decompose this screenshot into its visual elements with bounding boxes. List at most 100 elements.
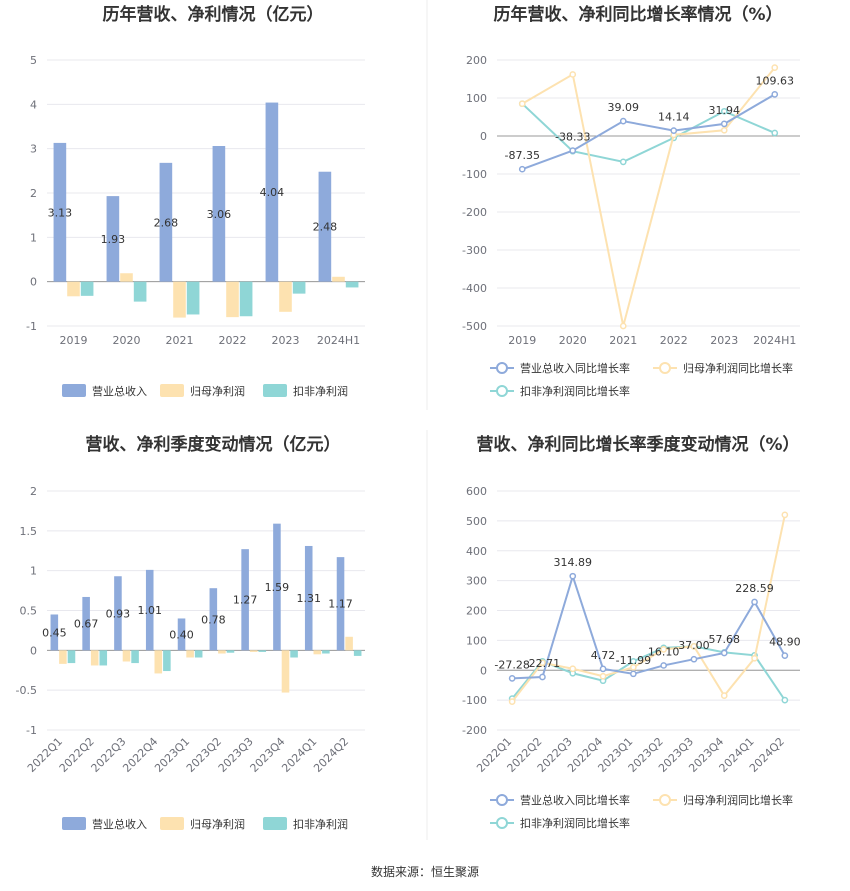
bar-revenue[interactable] xyxy=(145,569,154,651)
legend-item-revenue[interactable]: 营业总收入同比增长率 xyxy=(490,793,630,807)
bar-revenue[interactable] xyxy=(177,618,186,651)
bar-net-profit[interactable] xyxy=(186,650,194,658)
bar-deducted-profit[interactable] xyxy=(131,650,139,664)
bar-deducted-profit[interactable] xyxy=(290,650,298,658)
data-point[interactable] xyxy=(660,662,668,669)
bar-revenue[interactable] xyxy=(159,162,173,282)
data-point[interactable] xyxy=(569,665,577,673)
bar-revenue[interactable] xyxy=(82,596,90,651)
bar-revenue[interactable] xyxy=(265,102,279,282)
legend-item-net-profit[interactable]: 归母净利润同比增长率 xyxy=(653,793,793,807)
bar-revenue[interactable] xyxy=(212,146,226,282)
data-point[interactable] xyxy=(660,645,668,653)
bar-revenue[interactable] xyxy=(114,576,122,651)
data-point[interactable] xyxy=(720,120,728,128)
bar-revenue[interactable] xyxy=(53,142,67,282)
legend-label: 归母净利润 xyxy=(190,384,245,398)
bar-revenue[interactable] xyxy=(336,557,345,651)
legend-item-deducted-profit[interactable]: 扣非净利润 xyxy=(263,817,348,831)
data-point[interactable] xyxy=(569,71,577,78)
bar-net-profit[interactable] xyxy=(249,650,258,652)
data-point[interactable] xyxy=(619,158,627,166)
legend-item-revenue[interactable]: 营业总收入同比增长率 xyxy=(490,361,630,375)
bar-deducted-profit[interactable] xyxy=(226,650,235,653)
data-point[interactable] xyxy=(771,129,779,137)
bar-net-profit[interactable] xyxy=(154,650,163,674)
data-point[interactable] xyxy=(781,652,789,659)
bar-deducted-profit[interactable] xyxy=(322,650,330,654)
bar-revenue[interactable] xyxy=(273,523,281,651)
bar-deducted-profit[interactable] xyxy=(186,281,200,315)
bar-net-profit[interactable] xyxy=(279,281,292,312)
y-tick-label: -0.5 xyxy=(16,684,37,697)
data-point[interactable] xyxy=(720,107,728,115)
bar-deducted-profit[interactable] xyxy=(133,281,147,302)
data-point[interactable] xyxy=(508,698,516,705)
data-point[interactable] xyxy=(690,643,698,650)
data-point[interactable] xyxy=(599,665,607,673)
data-point[interactable] xyxy=(771,64,779,71)
bar-net-profit[interactable] xyxy=(332,276,345,282)
bar-net-profit[interactable] xyxy=(281,650,290,693)
bar-net-profit[interactable] xyxy=(90,650,99,666)
data-label: 0.45 xyxy=(42,626,67,639)
bar-deducted-profit[interactable] xyxy=(99,650,108,666)
bar-net-profit[interactable] xyxy=(173,281,186,318)
bar-deducted-profit[interactable] xyxy=(80,281,94,296)
bar-revenue[interactable] xyxy=(318,171,332,282)
data-point[interactable] xyxy=(539,659,546,667)
y-tick-label: -1 xyxy=(26,320,37,333)
data-point[interactable] xyxy=(599,672,607,680)
data-point[interactable] xyxy=(751,598,758,606)
bar-deducted-profit[interactable] xyxy=(67,650,76,664)
data-point[interactable] xyxy=(720,126,728,134)
legend-item-net-profit[interactable]: 归母净利润 xyxy=(160,384,245,398)
bar-net-profit[interactable] xyxy=(345,636,353,651)
data-point[interactable] xyxy=(518,100,526,108)
bar-revenue[interactable] xyxy=(106,196,120,282)
data-point[interactable] xyxy=(720,649,728,657)
bar-net-profit[interactable] xyxy=(122,650,131,662)
bar-deducted-profit[interactable] xyxy=(239,281,253,317)
data-point[interactable] xyxy=(781,511,789,519)
data-point[interactable] xyxy=(508,675,516,682)
legend-item-deducted-profit[interactable]: 扣非净利润 xyxy=(263,384,348,398)
data-point[interactable] xyxy=(630,670,637,678)
bar-net-profit[interactable] xyxy=(313,650,322,655)
bar-net-profit[interactable] xyxy=(120,273,133,282)
data-point[interactable] xyxy=(751,654,758,662)
data-point[interactable] xyxy=(630,657,637,665)
bar-revenue[interactable] xyxy=(241,549,249,651)
bar-deducted-profit[interactable] xyxy=(163,650,171,672)
data-point[interactable] xyxy=(518,165,526,173)
bar-deducted-profit[interactable] xyxy=(353,650,362,656)
data-point[interactable] xyxy=(619,322,627,330)
data-point[interactable] xyxy=(670,127,678,134)
data-point[interactable] xyxy=(630,663,637,671)
data-point[interactable] xyxy=(569,572,577,580)
bar-net-profit[interactable] xyxy=(218,650,226,654)
bar-deducted-profit[interactable] xyxy=(292,281,306,294)
bar-deducted-profit[interactable] xyxy=(258,650,267,652)
data-point[interactable] xyxy=(569,147,577,154)
bar-deducted-profit[interactable] xyxy=(345,281,359,288)
data-point[interactable] xyxy=(539,673,546,681)
bar-net-profit[interactable] xyxy=(226,281,239,318)
data-point[interactable] xyxy=(781,696,789,704)
legend-item-net-profit[interactable]: 归母净利润 xyxy=(160,817,245,831)
bar-revenue[interactable] xyxy=(209,588,218,651)
legend-item-revenue[interactable]: 营业总收入 xyxy=(62,817,147,831)
data-point[interactable] xyxy=(619,117,627,125)
bar-deducted-profit[interactable] xyxy=(194,650,203,658)
bar-revenue[interactable] xyxy=(304,545,313,651)
legend-item-deducted-profit[interactable]: 扣非净利润同比增长率 xyxy=(490,384,630,398)
bar-net-profit[interactable] xyxy=(67,281,80,297)
legend-item-revenue[interactable]: 营业总收入 xyxy=(62,384,147,398)
data-point[interactable] xyxy=(690,655,698,663)
data-point[interactable] xyxy=(771,90,779,98)
legend-item-net-profit[interactable]: 归母净利润同比增长率 xyxy=(653,361,793,375)
bar-net-profit[interactable] xyxy=(59,650,67,664)
data-point[interactable] xyxy=(720,692,728,699)
bar-revenue[interactable] xyxy=(50,614,59,651)
legend-item-deducted-profit[interactable]: 扣非净利润同比增长率 xyxy=(490,816,630,830)
